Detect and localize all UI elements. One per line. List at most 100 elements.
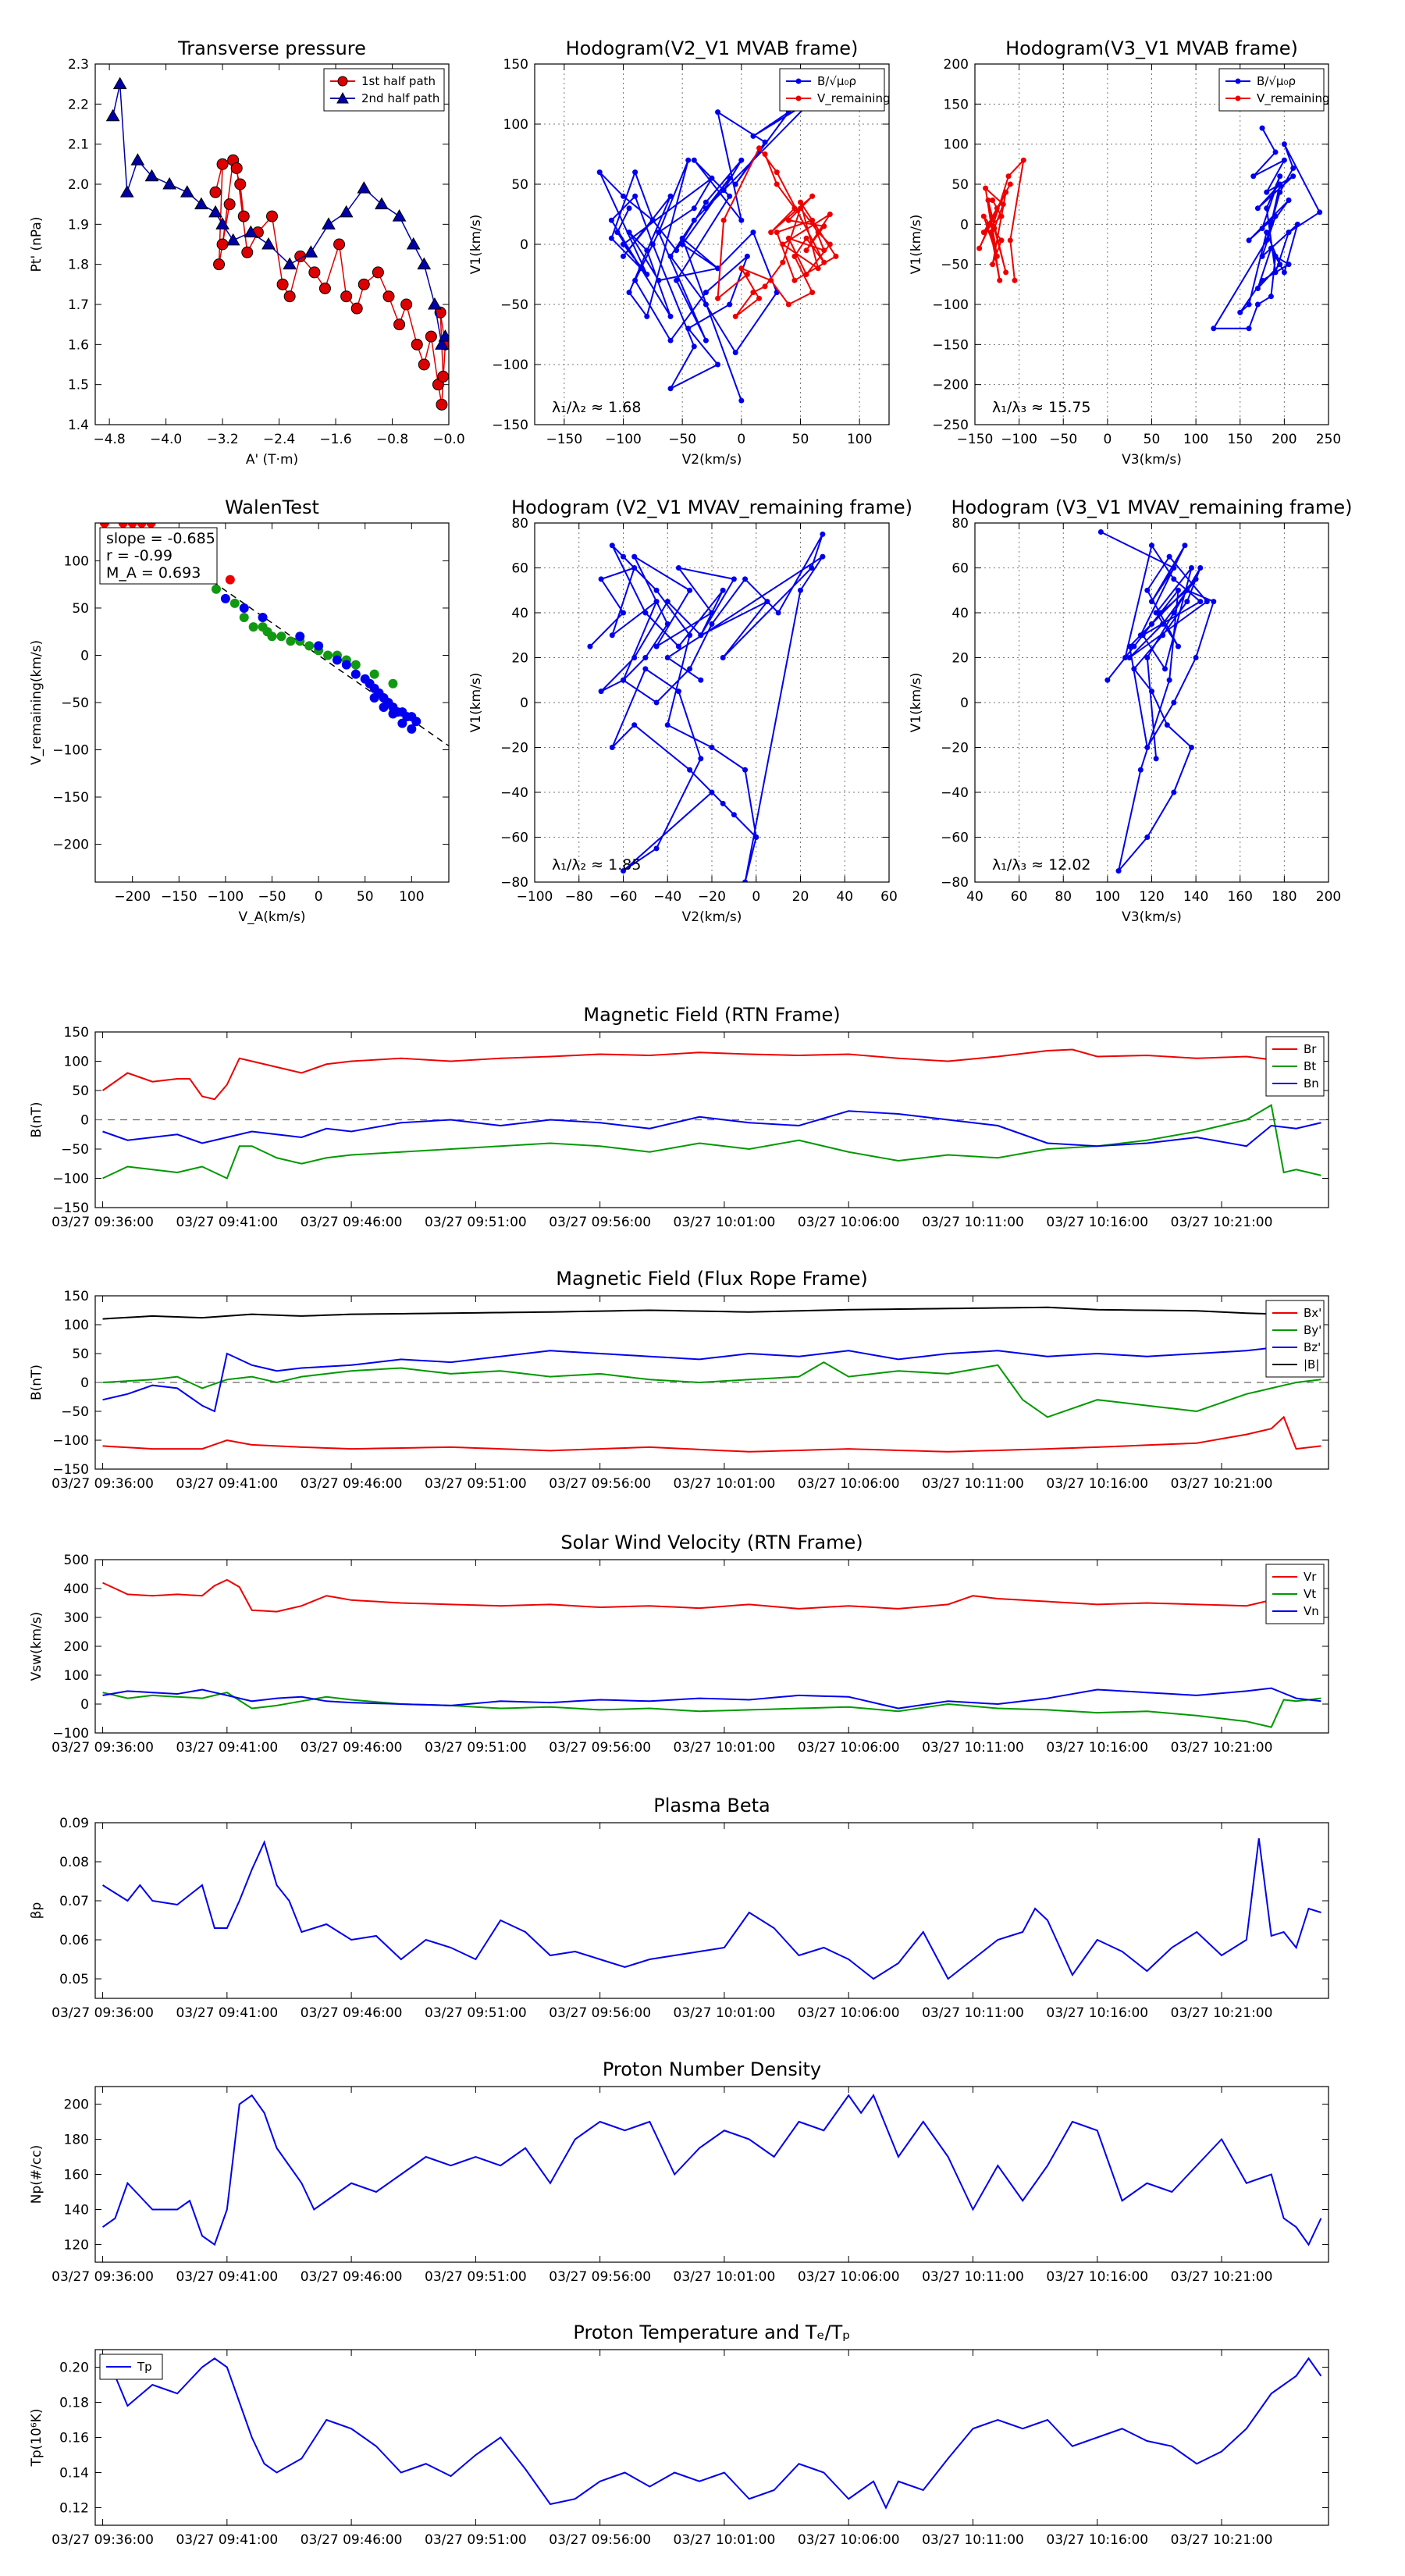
point-2nd half path [144,169,159,182]
point [1272,213,1279,219]
point [1171,789,1177,795]
legend-label: Vr [1304,1570,1317,1584]
point [809,565,815,571]
y-tick-label: 0.08 [59,1855,89,1870]
x-tick-label: 60 [1011,889,1028,905]
point [1317,209,1323,215]
point-blue [388,709,398,719]
y-tick-label: 160 [64,2168,89,2183]
series-Vn [102,1687,1321,1710]
point [998,213,1005,219]
point [642,655,649,660]
time-tick-label: 03/27 09:56:00 [549,1476,651,1492]
x-tick-label: 250 [1316,432,1341,447]
point [698,677,704,683]
point [598,576,604,582]
x-tick-label: −100 [1001,432,1037,447]
legend-box [779,68,885,112]
panel-title: Hodogram (V3_V1 MVAV_remaining frame) [951,496,1352,518]
point [691,217,697,223]
point-green [276,632,286,642]
point [667,337,674,343]
point-2nd half path [392,209,407,222]
point [1268,245,1274,251]
point-2nd half path [417,257,432,270]
stats-line: slope = -0.685 [106,530,215,547]
time-panel-mag_fr: 03/27 09:36:00 03/27 09:41:00 03/27 09:46:… [29,1268,1329,1492]
point [1144,745,1151,750]
point-1st half path [340,290,353,303]
point-1st half path [382,290,395,303]
point [738,265,745,272]
x-tick-label: 200 [1272,432,1297,447]
point [685,326,692,332]
point [1131,643,1137,649]
legend-label: Bn [1304,1076,1319,1091]
point-1st half path [209,186,222,198]
series-line [1212,127,1321,329]
point-blue [332,655,342,665]
legend-marker [337,76,348,87]
point [1184,599,1190,605]
point [653,599,660,605]
point [827,212,833,217]
y-tick-label: −20 [941,741,969,756]
panel-tp: −4.8 −4.0 −3.2 −2.4 −1.6 −0.8 −0.0 1.4 1.5 1.6 1.7… [29,37,465,468]
point-1st half path [234,178,247,190]
point [1104,677,1111,683]
point [1153,610,1159,616]
x-tick-label: 50 [1144,432,1161,447]
point [664,722,670,728]
axes-frame [94,1822,1329,1999]
y-axis-label: Np(#/cc) [29,2145,44,2204]
y-tick-label: 0 [80,1375,89,1391]
point [687,587,693,593]
point [1281,269,1287,276]
axes-frame [974,63,1329,425]
point-blue [407,724,417,734]
point [827,241,833,247]
point-2nd half path [435,337,449,350]
time-tick-label: 03/27 09:51:00 [425,2269,527,2285]
point [980,213,987,219]
y-tick-label: 500 [64,1553,89,1568]
x-tick-label: 0 [315,889,323,905]
point-1st half path [436,398,448,411]
series-line [1100,531,1215,872]
point [821,259,827,265]
point-1st half path [350,302,363,315]
point [775,610,781,616]
point-1st half path [393,318,406,331]
time-tick-label: 03/27 09:36:00 [52,2269,154,2285]
y-axis-label: V_remaining(km/s) [29,640,44,765]
time-tick-label: 03/27 10:21:00 [1171,2005,1273,2021]
y-tick-label: −50 [941,258,969,273]
point-1st half path [213,258,226,271]
point [764,599,770,605]
point [750,229,756,236]
point [762,151,768,157]
point [791,253,798,259]
point [667,313,674,319]
point [644,247,650,254]
point [727,301,733,308]
series-Bz' [102,1347,1321,1413]
series-beta [102,1838,1321,1980]
legend-label: Vt [1304,1587,1316,1601]
point-2nd half path [304,245,318,258]
point-red [146,523,156,528]
point [1144,655,1151,660]
point [709,621,715,627]
time-tick-label: 03/27 10:06:00 [798,1740,900,1756]
x-tick-label: 100 [1095,889,1120,905]
axes-frame [94,2086,1329,2263]
time-tick-label: 03/27 09:46:00 [301,1215,403,1230]
point-2nd half path [406,237,421,250]
data-layer [101,2357,1322,2510]
point [691,205,697,212]
series-Bn [102,1110,1321,1147]
series-line [589,533,823,882]
x-tick-label: 40 [836,889,853,905]
point [1184,587,1190,593]
time-tick-label: 03/27 09:56:00 [549,2005,651,2021]
